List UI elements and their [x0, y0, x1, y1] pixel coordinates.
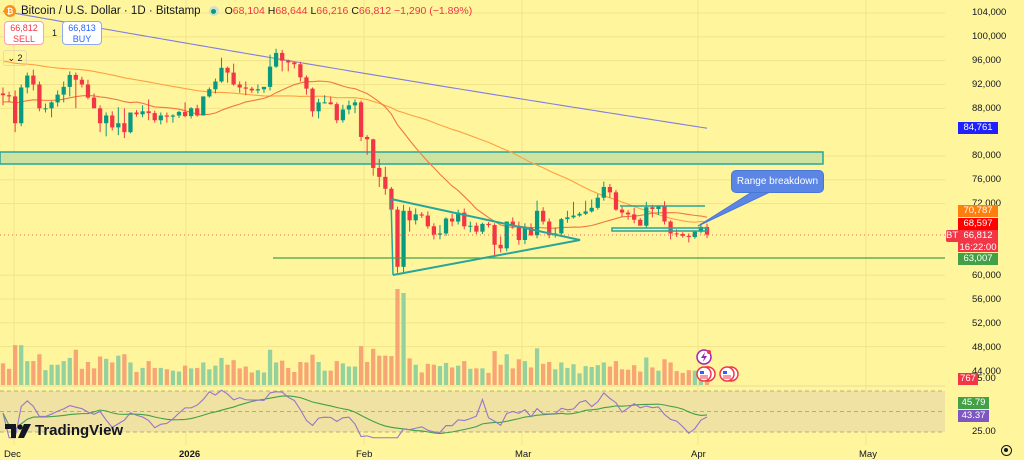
time-label: Feb: [356, 449, 373, 460]
ma20-price-tag: 68,597: [958, 218, 998, 230]
ai-insight-icon[interactable]: [694, 347, 714, 367]
price-tick: 56,000: [972, 294, 1002, 305]
tradingview-logo[interactable]: TradingView: [5, 422, 123, 439]
last-price: 66,812: [963, 230, 993, 241]
buy-label: BUY: [72, 34, 92, 44]
tradingview-logo-icon: [5, 423, 31, 438]
change-value: −1,290 (−1.89%): [393, 5, 473, 17]
volume-tag: 767: [958, 373, 978, 385]
us-economic-event-icon[interactable]: [696, 366, 716, 382]
bitcoin-icon: ₿: [4, 5, 16, 17]
price-tick: 72,000: [972, 198, 1002, 209]
buy-price: 66,813: [68, 23, 96, 33]
moving-averages: [2, 10, 708, 229]
price-tick: 44,000: [972, 366, 1002, 377]
buy-button[interactable]: 66,813 BUY: [62, 21, 102, 45]
ma50-price-tag: 70,787: [958, 205, 998, 217]
settings-gear-icon[interactable]: [1001, 445, 1012, 456]
rsi-pane: [0, 389, 945, 439]
price-tick: 60,000: [972, 270, 1002, 281]
time-label: Dec: [4, 449, 21, 460]
drawing-tools[interactable]: [0, 191, 945, 276]
price-tick: 92,000: [972, 79, 1002, 90]
rsi-tag: 43.37: [958, 410, 989, 422]
rsi-tick-25: 25.00: [972, 426, 996, 437]
tradingview-logo-text: TradingView: [35, 422, 124, 439]
market-open-icon: [208, 6, 219, 16]
resistance-zone[interactable]: [0, 151, 824, 165]
chart-header: ₿ Bitcoin / U.S. Dollar · 1D · Bitstamp …: [4, 3, 472, 19]
symbol-title[interactable]: Bitcoin / U.S. Dollar · 1D · Bitstamp: [21, 5, 201, 17]
ohlc-values: O68,104 H68,644 L66,216 C66,812 −1,290 (…: [224, 5, 473, 17]
price-tick: 104,000: [972, 7, 1007, 18]
rsi-ma-tag: 45.79: [958, 397, 989, 409]
range-breakdown-callout[interactable]: Range breakdown: [731, 170, 824, 193]
support-price-tag: 63,007: [958, 253, 998, 265]
sell-label: SELL: [12, 34, 36, 44]
time-label: May: [859, 449, 877, 460]
us-economic-event-icon[interactable]: [719, 366, 739, 382]
sell-price: 66,812: [10, 23, 38, 33]
price-tick: 80,000: [972, 150, 1002, 161]
last-price-tag: 66,812 16:22:00: [958, 230, 998, 253]
indicators-toggle-button[interactable]: ⌄ 2: [3, 50, 27, 66]
price-tick: 88,000: [972, 103, 1002, 114]
price-tick: 96,000: [972, 55, 1002, 66]
time-label: 2026: [179, 449, 201, 460]
price-tick: 48,000: [972, 342, 1002, 353]
price-tick: 76,000: [972, 174, 1002, 185]
time-label: Mar: [515, 449, 532, 460]
price-tick: 52,000: [972, 318, 1002, 329]
ma200-price-tag: 84,761: [958, 122, 998, 134]
order-quantity[interactable]: 1: [52, 28, 58, 38]
volume-bars: [0, 289, 710, 385]
sell-button[interactable]: 66,812 SELL: [4, 21, 44, 45]
bar-countdown: 16:22:00: [959, 242, 997, 253]
rsi-tick-75: 75.00: [972, 373, 996, 384]
time-label: Apr: [691, 449, 706, 460]
price-tick: 100,000: [972, 31, 1007, 42]
